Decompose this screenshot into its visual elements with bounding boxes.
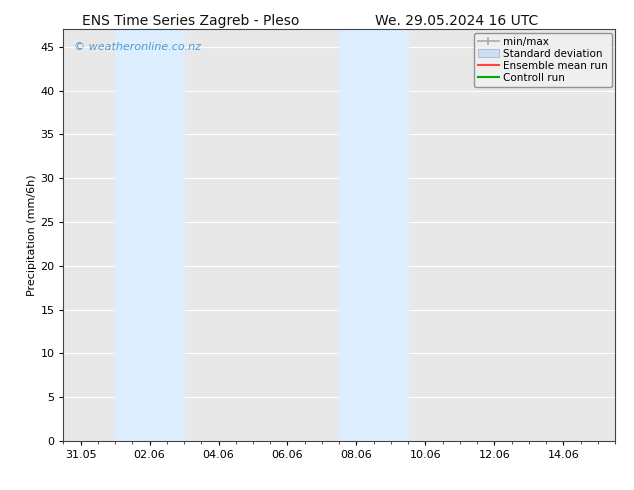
Text: ENS Time Series Zagreb - Pleso: ENS Time Series Zagreb - Pleso — [82, 14, 299, 28]
Bar — [115, 29, 184, 441]
Bar — [339, 29, 408, 441]
Legend: min/max, Standard deviation, Ensemble mean run, Controll run: min/max, Standard deviation, Ensemble me… — [474, 32, 612, 87]
Bar — [115, 29, 184, 441]
Text: © weatheronline.co.nz: © weatheronline.co.nz — [74, 42, 202, 52]
Text: We. 29.05.2024 16 UTC: We. 29.05.2024 16 UTC — [375, 14, 538, 28]
Bar — [339, 29, 408, 441]
Y-axis label: Precipitation (mm/6h): Precipitation (mm/6h) — [27, 174, 37, 296]
